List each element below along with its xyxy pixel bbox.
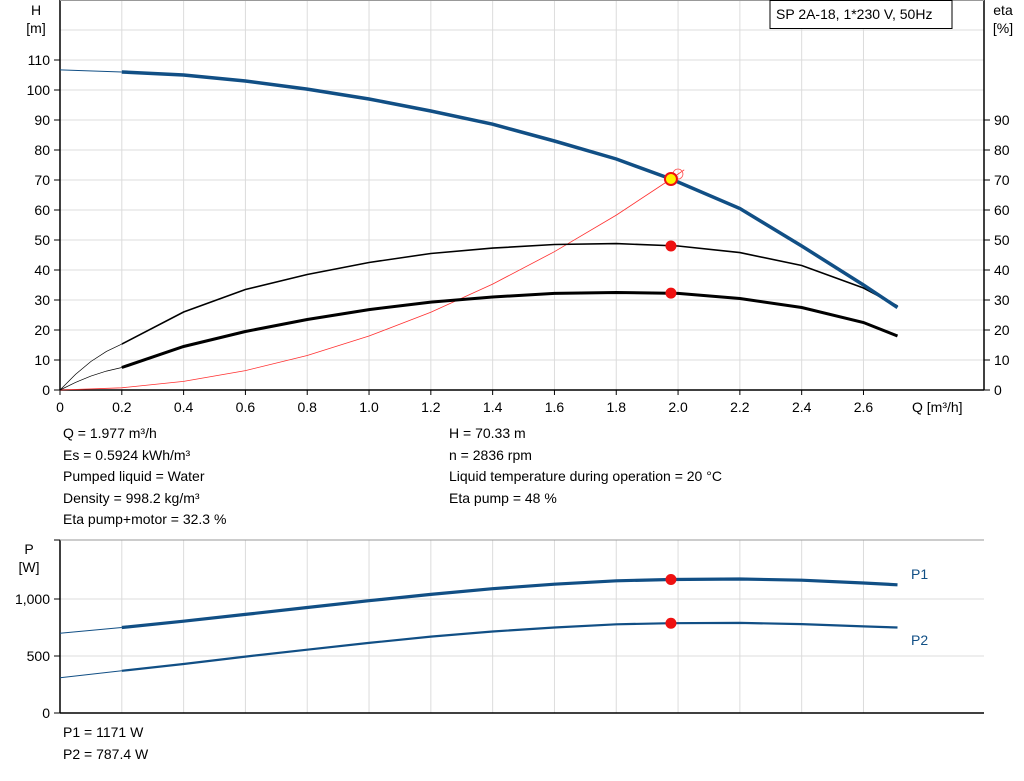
eta-tick-label: 40 <box>994 262 1010 278</box>
p2-curve-extension <box>59 670 122 679</box>
system-curve <box>59 169 685 391</box>
x-tick-label: 2.2 <box>730 399 750 415</box>
info-p1: P1 = 1171 W <box>63 724 144 740</box>
info-n: n = 2836 rpm <box>449 446 532 463</box>
x-tick-label: 0.6 <box>236 399 256 415</box>
p1-curve-extension <box>59 627 122 634</box>
eta-pump-curve-extension <box>59 343 122 391</box>
q-axis-label: Q [m³/h] <box>912 399 963 415</box>
eta-tick-label: 80 <box>994 142 1010 158</box>
h-tick-label: 110 <box>28 52 51 68</box>
eta-tick-label: 10 <box>994 352 1010 368</box>
power-info: P1 = 1171 W P2 = 787.4 W <box>63 722 148 765</box>
p-tick-label: 1,000 <box>15 591 50 607</box>
h-tick-label: 70 <box>34 172 50 188</box>
eta-pump-motor-curve-extension <box>59 367 122 391</box>
p-tick-label: 0 <box>42 705 50 721</box>
p-axis-name: P <box>24 541 33 557</box>
p2-series-label: P2 <box>911 632 928 648</box>
x-tick-label: 2.0 <box>668 399 688 415</box>
eta-pump-motor-duty-point <box>665 287 677 299</box>
eta-tick-label: 0 <box>994 382 1002 398</box>
x-tick-label: 0.2 <box>112 399 132 415</box>
h-tick-label: 90 <box>34 112 50 128</box>
info-right: H = 70.33 m n = 2836 rpm Liquid temperat… <box>449 423 722 509</box>
x-tick-label: 1.8 <box>607 399 627 415</box>
x-tick-label: 2.4 <box>792 399 812 415</box>
x-tick-label: 1.6 <box>545 399 565 415</box>
eta-tick-label: 50 <box>994 232 1010 248</box>
info-density: Density = 998.2 kg/m³ <box>63 489 200 506</box>
h-axis-name: H <box>31 2 41 18</box>
head-curve <box>121 70 899 309</box>
eta-tick-label: 60 <box>994 202 1010 218</box>
p1-series-label: P1 <box>911 566 928 582</box>
eta-pump-curve <box>121 242 898 345</box>
h-tick-label: 20 <box>34 322 50 338</box>
x-tick-label: 0.8 <box>297 399 317 415</box>
eta-axis-name: eta <box>993 2 1013 18</box>
eta-tick-label: 30 <box>994 292 1010 308</box>
h-axis-unit: [m] <box>26 20 45 36</box>
marks <box>663 168 684 629</box>
p-tick-label: 500 <box>27 648 51 664</box>
info-q: Q = 1.977 m³/h <box>63 425 157 441</box>
h-tick-label: 0 <box>42 382 50 398</box>
legend-box <box>769 0 953 29</box>
h-tick-label: 100 <box>27 82 51 98</box>
curves <box>59 69 899 679</box>
info-p2: P2 = 787.4 W <box>63 745 149 762</box>
info-eta-pump: Eta pump = 48 % <box>449 489 557 506</box>
info-liquid: Pumped liquid = Water <box>63 468 205 484</box>
info-left: Q = 1.977 m³/h Es = 0.5924 kWh/m³ Pumped… <box>63 423 226 531</box>
h-tick-label: 30 <box>34 292 50 308</box>
eta-tick-label: 70 <box>994 172 1010 188</box>
p1-duty-point <box>665 574 677 586</box>
head-duty-point <box>663 172 678 187</box>
x-tick-label: 1.2 <box>421 399 441 415</box>
eta-pump-motor-curve <box>121 290 899 369</box>
x-tick-label: 1.0 <box>359 399 379 415</box>
x-tick-label: 1.4 <box>483 399 503 415</box>
h-tick-label: 80 <box>34 142 50 158</box>
p2-duty-point <box>665 617 677 629</box>
info-eta-pump-motor: Eta pump+motor = 32.3 % <box>63 511 227 527</box>
eta-tick-label: 20 <box>994 322 1010 338</box>
p-axis-unit: [W] <box>19 559 40 575</box>
eta-axis-unit: [%] <box>993 20 1013 36</box>
p1-curve <box>121 577 898 630</box>
h-tick-label: 40 <box>34 262 50 278</box>
info-es: Es = 0.5924 kWh/m³ <box>63 446 191 463</box>
x-tick-label: 0.4 <box>174 399 194 415</box>
h-tick-label: 10 <box>34 352 50 368</box>
info-h: H = 70.33 m <box>449 425 526 441</box>
h-tick-label: 60 <box>34 202 50 218</box>
top-grid: 0 0.2 0.4 0.6 0.8 1.0 1.2 1.4 1.6 1.8 2.0 2.2 2.4 2.6… <box>27 0 1010 415</box>
x-tick-label: 2.6 <box>854 399 874 415</box>
p2-curve <box>121 621 898 672</box>
eta-pump-duty-point <box>665 240 677 252</box>
pump-title: SP 2A-18, 1*230 V, 50Hz <box>776 6 932 22</box>
x-tick-label: 0 <box>56 399 64 415</box>
bottom-grid: 0 500 1,000 <box>15 539 984 721</box>
h-tick-label: 50 <box>34 232 50 248</box>
info-temp: Liquid temperature during operation = 20… <box>449 468 722 484</box>
head-curve-extension <box>59 69 122 73</box>
eta-tick-label: 90 <box>994 112 1010 128</box>
